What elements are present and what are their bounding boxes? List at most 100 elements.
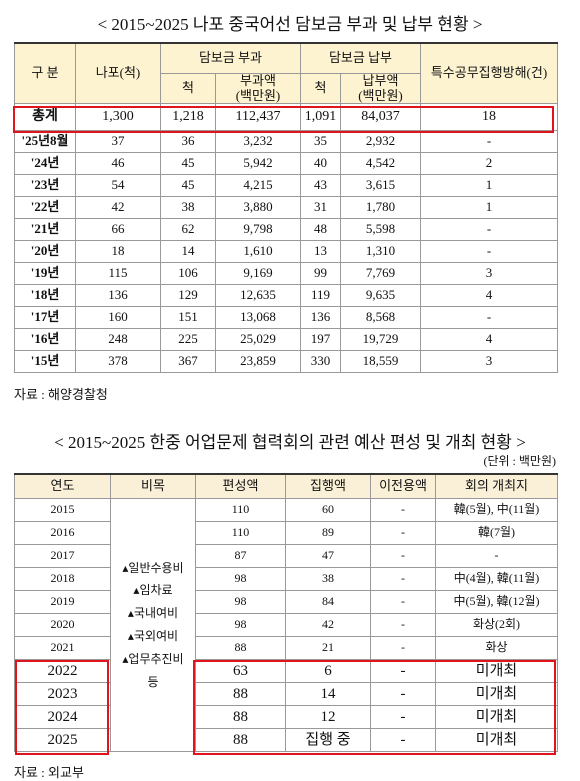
table1-source: 자료 : 해양경찰청 <box>14 387 108 402</box>
table-cell: 7,769 <box>340 262 421 285</box>
table-row: 2022 63 6- 미개최 <box>14 659 558 683</box>
table-row: 2016 110 89- 韓(7월) <box>14 521 558 545</box>
table-cell: 42 <box>285 613 371 637</box>
table-cell: 110 <box>195 521 286 545</box>
table-cell: '24년 <box>14 152 76 175</box>
table-cell: - <box>370 567 436 591</box>
table-cell: '20년 <box>14 240 76 263</box>
table-cell: 집행 중 <box>285 728 371 752</box>
table-cell: 60 <box>285 498 371 522</box>
table-cell: 45 <box>160 174 216 197</box>
table-cell: 88 <box>195 705 286 729</box>
table-cell: 98 <box>195 613 286 637</box>
table-cell: 23,859 <box>215 350 301 373</box>
table-cell: 378 <box>75 350 161 373</box>
table-cell: - <box>370 590 436 614</box>
header-cell: 담보금 납부 <box>300 42 421 74</box>
table-row: 2025 88 집행 중 - 미개최 <box>14 728 558 752</box>
table-cell: 40 <box>300 152 341 175</box>
table-cell: 2015 <box>14 498 111 522</box>
table-cell: 89 <box>285 521 371 545</box>
table-cell: 2 <box>420 152 558 175</box>
table-cell: 13 <box>300 240 341 263</box>
table-cell: - <box>370 728 436 752</box>
table-row: 2015 ▴일반수용비 ▴임차료 ▴국내여비 ▴국외여비 ▴업무추진비 등 110 60- 韓(5… <box>14 498 558 752</box>
table-cell: 136 <box>300 306 341 329</box>
table-cell: 韓(5월), 中(11월) <box>435 498 558 522</box>
table-cell: 48 <box>300 218 341 241</box>
header-cell: 이전용액 <box>370 473 436 499</box>
header-unit: (백만원) <box>358 87 403 103</box>
table-cell: '16년 <box>14 328 76 351</box>
table2: 연도 비목 편성액 집행액 이전용액 회의 개최지 2015 ▴일반수용비 ▴임차료 ▴국내여비… <box>14 473 558 752</box>
table-cell: 38 <box>285 567 371 591</box>
table-cell: 330 <box>300 350 341 373</box>
table-cell: 160 <box>75 306 161 329</box>
table-cell: 367 <box>160 350 216 373</box>
highlight-box <box>15 660 109 755</box>
table-cell: - <box>370 613 436 637</box>
table-cell: '22년 <box>14 196 76 219</box>
table-cell: 9,169 <box>215 262 301 285</box>
header-cell: 집행액 <box>285 473 371 499</box>
header-text: 납부액 <box>362 73 399 89</box>
table-cell: 36 <box>160 130 216 153</box>
table-cell: 3,880 <box>215 196 301 219</box>
budget-item: ▴국외여비 <box>127 629 179 643</box>
table-cell: 54 <box>75 174 161 197</box>
table-cell: 3 <box>420 262 558 285</box>
table-row: '21년 66 62 9,798 48 5,598- <box>14 218 558 241</box>
table-row: 2019 98 84- 中(5월), 韓(12월) <box>14 590 558 614</box>
table-cell: 미개최 <box>435 728 558 752</box>
header-text: 부과액 <box>240 73 276 89</box>
table-cell: 98 <box>195 567 286 591</box>
table-cell: 5,942 <box>215 152 301 175</box>
table-cell: 3 <box>420 350 558 373</box>
table-cell: - <box>370 498 436 522</box>
table-cell: 129 <box>160 284 216 307</box>
table-cell: 98 <box>195 590 286 614</box>
budget-items: ▴일반수용비 ▴임차료 ▴국내여비 ▴국외여비 ▴업무추진비 등 <box>110 498 196 752</box>
table-cell: 4,542 <box>340 152 421 175</box>
header-unit: (백만원) <box>235 87 281 103</box>
table-row: '19년 115 106 9,169 99 7,769 3 <box>14 262 558 285</box>
table-cell: 46 <box>75 152 161 175</box>
table-cell: 43 <box>300 174 341 197</box>
table-cell: 136 <box>75 284 161 307</box>
budget-item: ▴업무추진비 <box>122 651 184 666</box>
header-cell: 담보금 부과 <box>160 42 301 74</box>
table-row: '17년 160 151 13,068 136 8,568- <box>14 306 558 329</box>
table2-source: 자료 : 외교부 <box>14 765 84 780</box>
table-cell: 13,068 <box>215 306 301 329</box>
table-cell: '19년 <box>14 262 76 285</box>
header-cell: 납부액 (백만원) <box>340 73 421 104</box>
table-cell: 42 <box>75 196 161 219</box>
table-cell: 248 <box>75 328 161 351</box>
table-cell: 88 <box>195 636 286 660</box>
budget-item: ▴국내여비 <box>127 606 179 621</box>
table-cell: 화상 <box>435 636 558 660</box>
table-cell: 115 <box>75 262 161 285</box>
table-cell: - <box>370 521 436 545</box>
table-cell: 99 <box>300 262 341 285</box>
table-cell: 9,635 <box>340 284 421 307</box>
table-cell: 1,610 <box>215 240 301 263</box>
table-cell: '23년 <box>14 174 76 197</box>
table-cell: 197 <box>300 328 341 351</box>
header-cell: 비목 <box>110 473 196 499</box>
table-cell: 2023 <box>14 682 111 706</box>
table-cell: 1,780 <box>340 196 421 219</box>
budget-item: ▴일반수용비 <box>122 560 184 575</box>
table-cell: 미개최 <box>435 705 558 729</box>
table-cell: 8,568 <box>340 306 421 329</box>
table-cell: 4 <box>420 328 558 351</box>
table-cell: '21년 <box>14 218 76 241</box>
table-cell: - <box>420 130 558 153</box>
table-cell: 2020 <box>14 613 111 637</box>
table-cell: 12,635 <box>215 284 301 307</box>
header-cell: 부과액 (백만원) <box>215 73 301 104</box>
table-cell: 2022 <box>14 659 111 683</box>
budget-item: 등 <box>147 674 159 689</box>
table-cell: 中(4월), 韓(11월) <box>435 567 558 591</box>
